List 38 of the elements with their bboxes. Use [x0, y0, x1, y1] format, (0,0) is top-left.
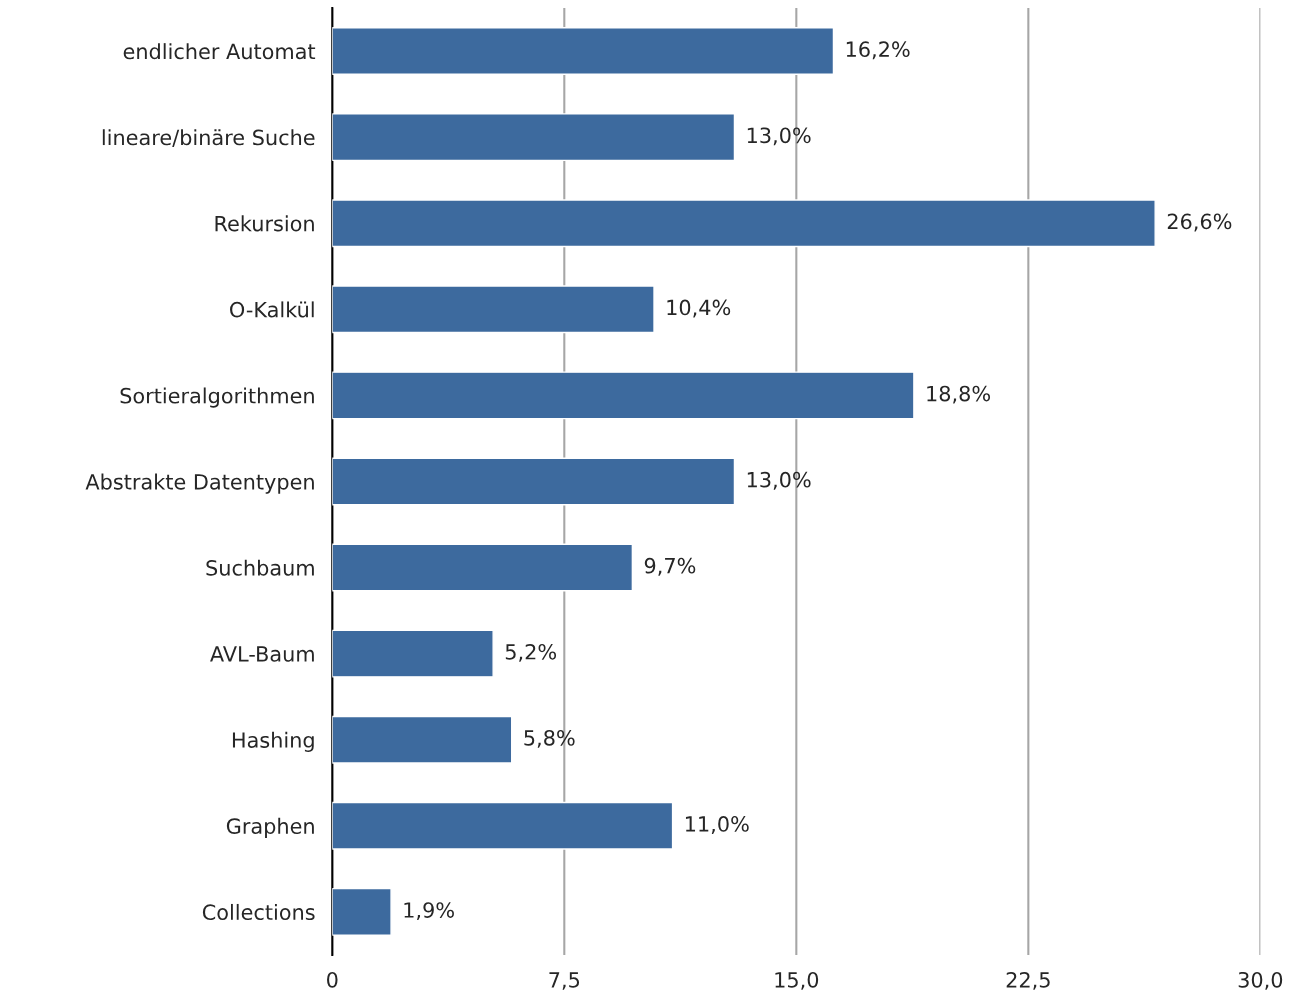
y-tick-label: Graphen [226, 817, 314, 839]
data-label: 5,8% [524, 729, 575, 748]
bar [332, 371, 915, 420]
y-tick-label: Sortieralgorithmen [120, 387, 314, 408]
bar [332, 801, 674, 850]
bar [332, 629, 494, 678]
y-tick-label: Collections [202, 903, 315, 921]
bar [332, 27, 835, 75]
y-tick-label: Rekursion [215, 215, 314, 232]
data-label: 13,0% [747, 471, 811, 490]
bar [332, 543, 634, 592]
x-tick-label: 30,0 [1238, 971, 1283, 990]
data-label: 1,9% [404, 902, 454, 921]
y-tick-label: Suchbaum [206, 559, 314, 576]
y-tick-label: lineare/binäre Suche [102, 129, 315, 147]
y-tick-label: AVL-Baum [210, 646, 314, 662]
bar [332, 199, 1156, 248]
data-label: 18,8% [927, 385, 991, 404]
bar [332, 457, 736, 506]
bar [332, 887, 392, 936]
data-label: 16,2% [846, 41, 910, 60]
bar [332, 715, 513, 764]
y-tick-label: O-Kalkül [230, 301, 314, 318]
data-label: 5,2% [505, 643, 557, 662]
bar [332, 285, 655, 334]
data-label: 26,6% [1167, 213, 1232, 232]
y-tick-label: Hashing [232, 731, 314, 752]
x-tick-label: 7,5 [549, 972, 580, 990]
x-tick-label: 22,5 [1006, 971, 1050, 990]
x-tick-label: 15,0 [775, 971, 819, 990]
y-tick-label: Abstrakte Datentypen [85, 473, 314, 494]
data-label: 9,7% [644, 557, 696, 576]
x-tick-label: 0 [327, 971, 338, 988]
data-label: 13,0% [747, 127, 811, 146]
y-tick-label: endlicher Automat [123, 43, 316, 60]
bar [332, 113, 736, 162]
data-label: 10,4% [667, 299, 731, 318]
data-label: 11,0% [685, 816, 749, 834]
